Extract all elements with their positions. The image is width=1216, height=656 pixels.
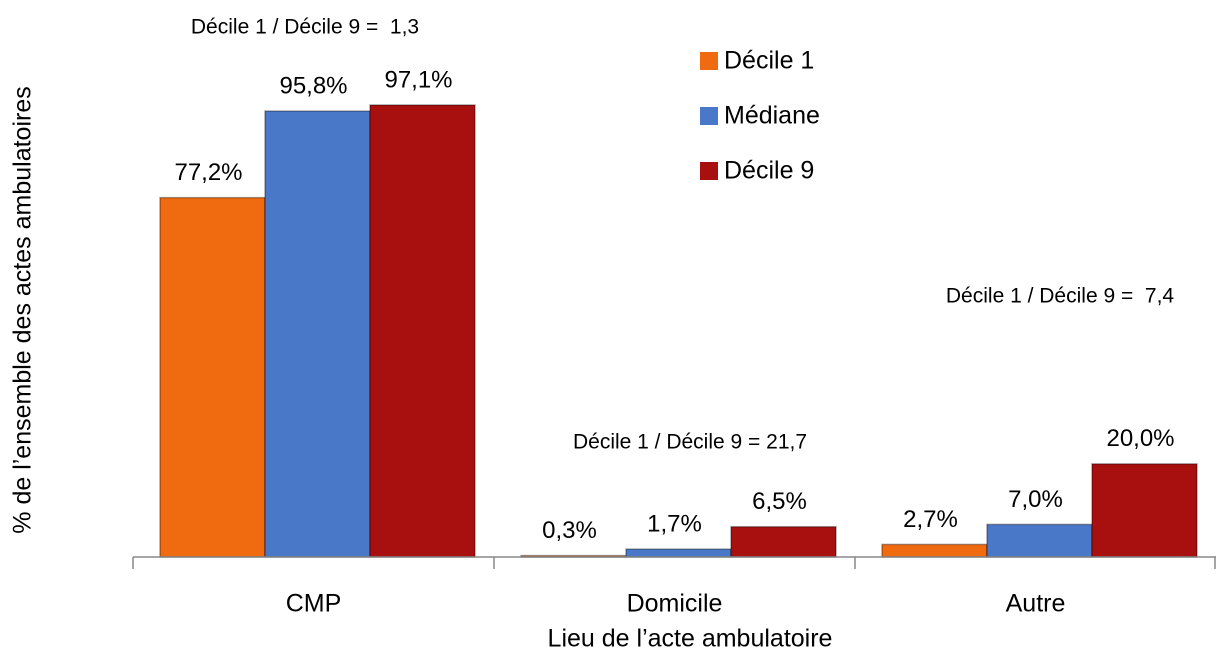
x-axis-title: Lieu de l’acte ambulatoire [548, 625, 833, 653]
value-label: 1,7% [647, 510, 702, 537]
value-label: 7,0% [1008, 486, 1063, 513]
bar [730, 525, 837, 558]
bar [625, 548, 732, 558]
bar [159, 196, 266, 558]
legend-swatch [700, 52, 718, 70]
bar [369, 104, 476, 558]
x-tick-label: Autre [1006, 590, 1066, 618]
x-tick-label: Domicile [627, 590, 723, 618]
legend-swatch [700, 107, 718, 125]
annotation: Décile 1 / Décile 9 = 21,7 [573, 431, 807, 454]
bar [1091, 463, 1198, 558]
annotation: Décile 1 / Décile 9 = 7,4 [946, 285, 1175, 308]
value-label: 95,8% [279, 72, 347, 99]
value-label: 2,7% [903, 506, 958, 533]
bar [986, 523, 1093, 558]
legend-swatch [700, 162, 718, 180]
legend-label: Décile 9 [724, 157, 814, 185]
x-tick-label: CMP [286, 590, 342, 618]
value-label: 77,2% [174, 159, 242, 186]
value-label: 0,3% [542, 517, 597, 544]
value-label: 6,5% [752, 488, 807, 515]
value-label: 20,0% [1106, 425, 1174, 452]
legend-label: Médiane [724, 102, 820, 130]
bar [264, 110, 371, 558]
annotation: Décile 1 / Décile 9 = 1,3 [191, 16, 419, 39]
value-label: 97,1% [384, 66, 452, 93]
legend-label: Décile 1 [724, 47, 814, 75]
y-axis-title: % de l’ensemble des actes ambulatoires [9, 86, 37, 533]
bar [881, 543, 988, 558]
